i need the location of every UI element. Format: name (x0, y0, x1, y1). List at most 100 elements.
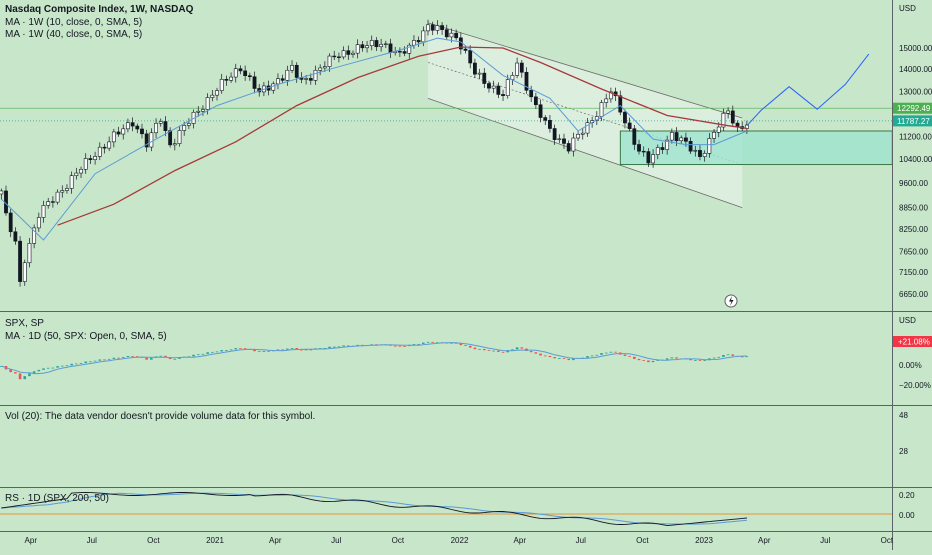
candle-body[interactable] (130, 122, 135, 127)
candle-body[interactable] (543, 117, 548, 121)
candle-body[interactable] (430, 24, 435, 31)
candle-body[interactable] (688, 141, 693, 152)
spx-candle[interactable] (548, 355, 552, 358)
spx-candle[interactable] (196, 354, 200, 356)
spx-candle[interactable] (745, 356, 749, 358)
candle-body[interactable] (276, 78, 280, 85)
candle-body[interactable] (243, 70, 248, 76)
spx-candle[interactable] (361, 344, 364, 346)
candle-body[interactable] (698, 150, 702, 157)
spx-candle[interactable] (665, 358, 669, 360)
candle-body[interactable] (562, 138, 566, 144)
main-price-axis[interactable]: USD 15000.00 14000.00 13000.00 11200.00 1040… (893, 4, 932, 299)
main-legend-ma-fast[interactable]: MA · 1W (10, close, 0, SMA, 5) (5, 17, 143, 28)
spx-candle[interactable] (436, 342, 439, 344)
spx-candle[interactable] (637, 358, 641, 361)
candle-body[interactable] (154, 122, 158, 134)
spx-candle[interactable] (342, 345, 345, 347)
ma-slow-line[interactable] (57, 46, 747, 226)
spx-candle[interactable] (121, 357, 125, 358)
candle-body[interactable] (402, 51, 407, 54)
spx-candle[interactable] (675, 357, 678, 359)
candle-body[interactable] (365, 45, 369, 49)
spx-candle[interactable] (417, 343, 420, 345)
candle-body[interactable] (327, 55, 332, 67)
spx-candle[interactable] (731, 354, 735, 356)
spx-candle[interactable] (159, 355, 163, 357)
spx-candle[interactable] (103, 359, 106, 361)
spx-candle[interactable] (192, 354, 195, 357)
candle-body[interactable] (116, 131, 121, 135)
candle-body[interactable] (487, 83, 491, 89)
spx-candle[interactable] (567, 358, 570, 361)
candle-body[interactable] (669, 132, 674, 141)
candle-body[interactable] (93, 156, 97, 160)
spx-candle[interactable] (497, 350, 500, 352)
candle-body[interactable] (665, 139, 670, 150)
spx-candle[interactable] (234, 348, 238, 350)
candle-body[interactable] (355, 44, 360, 54)
candle-body[interactable] (79, 169, 83, 174)
candle-body[interactable] (107, 141, 112, 149)
spx-candle[interactable] (337, 346, 341, 348)
spx-candle[interactable] (135, 356, 139, 358)
spx-candle[interactable] (590, 355, 594, 357)
spx-candle[interactable] (150, 357, 153, 360)
spx-candle[interactable] (281, 349, 284, 351)
spx-candle[interactable] (323, 348, 327, 349)
candle-body[interactable] (74, 172, 79, 176)
candle-body[interactable] (13, 231, 18, 242)
candle-body[interactable] (229, 76, 233, 81)
candle-body[interactable] (505, 79, 510, 96)
spx-candle[interactable] (604, 352, 608, 354)
spx-candle[interactable] (309, 349, 313, 351)
spx-candle[interactable] (51, 367, 55, 369)
spx-candle[interactable] (257, 351, 261, 353)
channel-upper-line[interactable] (427, 22, 743, 119)
spx-candle[interactable] (356, 344, 359, 346)
candle-body[interactable] (566, 143, 571, 152)
candle-body[interactable] (716, 126, 721, 133)
candle-body[interactable] (294, 64, 299, 78)
candle-body[interactable] (271, 83, 276, 91)
spx-candle[interactable] (145, 357, 148, 360)
rs-axis[interactable]: 0.20 0.00 (899, 491, 915, 520)
spx-candle[interactable] (501, 351, 505, 353)
spx-candle[interactable] (117, 357, 120, 359)
main-legend-ma-slow[interactable]: MA · 1W (40, close, 0, SMA, 5) (5, 29, 143, 40)
spx-candle[interactable] (393, 345, 397, 347)
spx-candle[interactable] (614, 351, 617, 353)
spx-candle[interactable] (647, 360, 650, 363)
spx-candle[interactable] (14, 372, 17, 374)
spx-candle[interactable] (726, 354, 730, 356)
candle-body[interactable] (702, 153, 707, 157)
spx-candle[interactable] (717, 356, 721, 358)
spx-ma-line[interactable] (1, 342, 747, 375)
candle-body[interactable] (346, 50, 351, 55)
spx-candle[interactable] (173, 358, 177, 360)
candle-body[interactable] (369, 40, 374, 46)
spx-candle[interactable] (93, 360, 97, 362)
candle-body[interactable] (69, 175, 74, 189)
spx-candle[interactable] (539, 353, 542, 356)
candle-body[interactable] (477, 72, 482, 75)
spx-candle[interactable] (28, 373, 31, 377)
spx-candle[interactable] (201, 353, 205, 355)
candle-body[interactable] (238, 68, 243, 72)
spx-candle[interactable] (703, 360, 706, 362)
candle-body[interactable] (351, 52, 355, 55)
candle-body[interactable] (46, 201, 51, 206)
candle-body[interactable] (482, 72, 487, 84)
channel-lower-line[interactable] (427, 97, 743, 208)
candle-body[interactable] (186, 123, 191, 126)
spx-candle[interactable] (37, 369, 41, 372)
spx-candle[interactable] (290, 348, 294, 349)
candle-body[interactable] (641, 150, 646, 153)
rs-line[interactable] (1, 492, 747, 527)
candle-body[interactable] (679, 137, 684, 142)
candle-body[interactable] (374, 40, 379, 48)
candle-body[interactable] (533, 96, 538, 106)
candle-body[interactable] (651, 154, 655, 164)
spx-candle[interactable] (60, 365, 64, 367)
spx-candle[interactable] (239, 348, 242, 349)
